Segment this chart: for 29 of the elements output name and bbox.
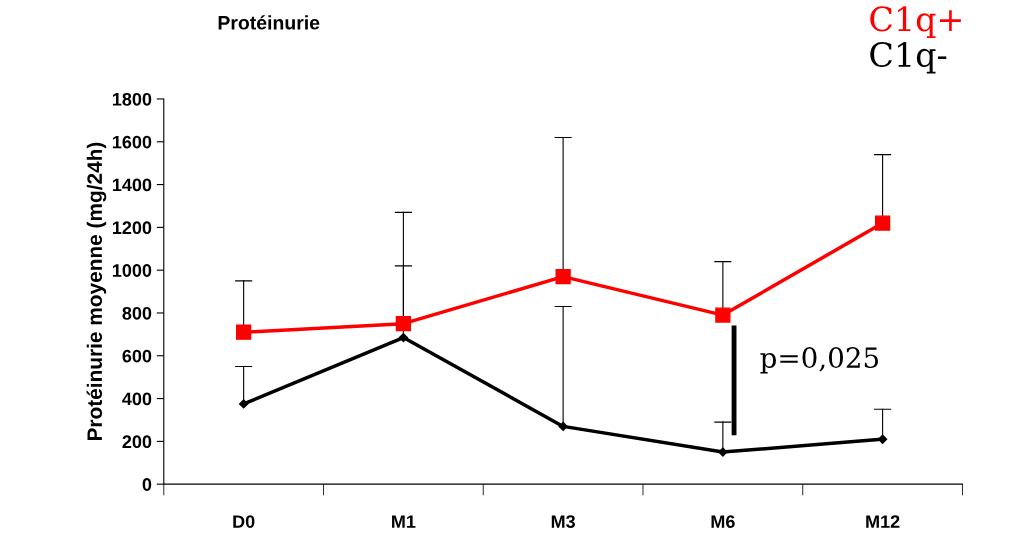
- y-tick-label: 600: [122, 349, 152, 363]
- y-tick-label: 1200: [112, 221, 152, 235]
- y-tick-label: 200: [122, 435, 152, 449]
- x-tick-label: M3: [551, 515, 576, 529]
- point: [874, 215, 891, 231]
- x-tick-label: M1: [392, 515, 416, 528]
- annotation: p=0,025: [760, 347, 879, 374]
- text: C1q+: [870, 6, 961, 38]
- y-tick-label: 400: [122, 392, 152, 406]
- text: C1q-: [870, 41, 947, 74]
- y-tick-label: 1600: [112, 135, 152, 149]
- point: [239, 399, 249, 409]
- y-tick-label: 1800: [112, 92, 152, 106]
- y-tick-label: 1400: [112, 178, 152, 192]
- y-tick-label: 800: [122, 306, 152, 320]
- point: [715, 307, 731, 323]
- x-tick-label: D0: [233, 515, 255, 528]
- y-tick-label: 0: [142, 478, 152, 491]
- point: [718, 447, 728, 457]
- point: [558, 421, 568, 432]
- y-axis-title: Protéinurie moyenne (mg/24h): [86, 142, 107, 441]
- y-tick-label: 1000: [112, 264, 152, 277]
- point: [555, 268, 571, 285]
- point: [236, 324, 252, 340]
- chart-title: Protéinurie: [218, 15, 320, 30]
- point: [398, 332, 409, 343]
- point: [395, 316, 412, 332]
- x-tick-label: M12: [866, 515, 900, 528]
- x-tick-label: M6: [711, 515, 735, 528]
